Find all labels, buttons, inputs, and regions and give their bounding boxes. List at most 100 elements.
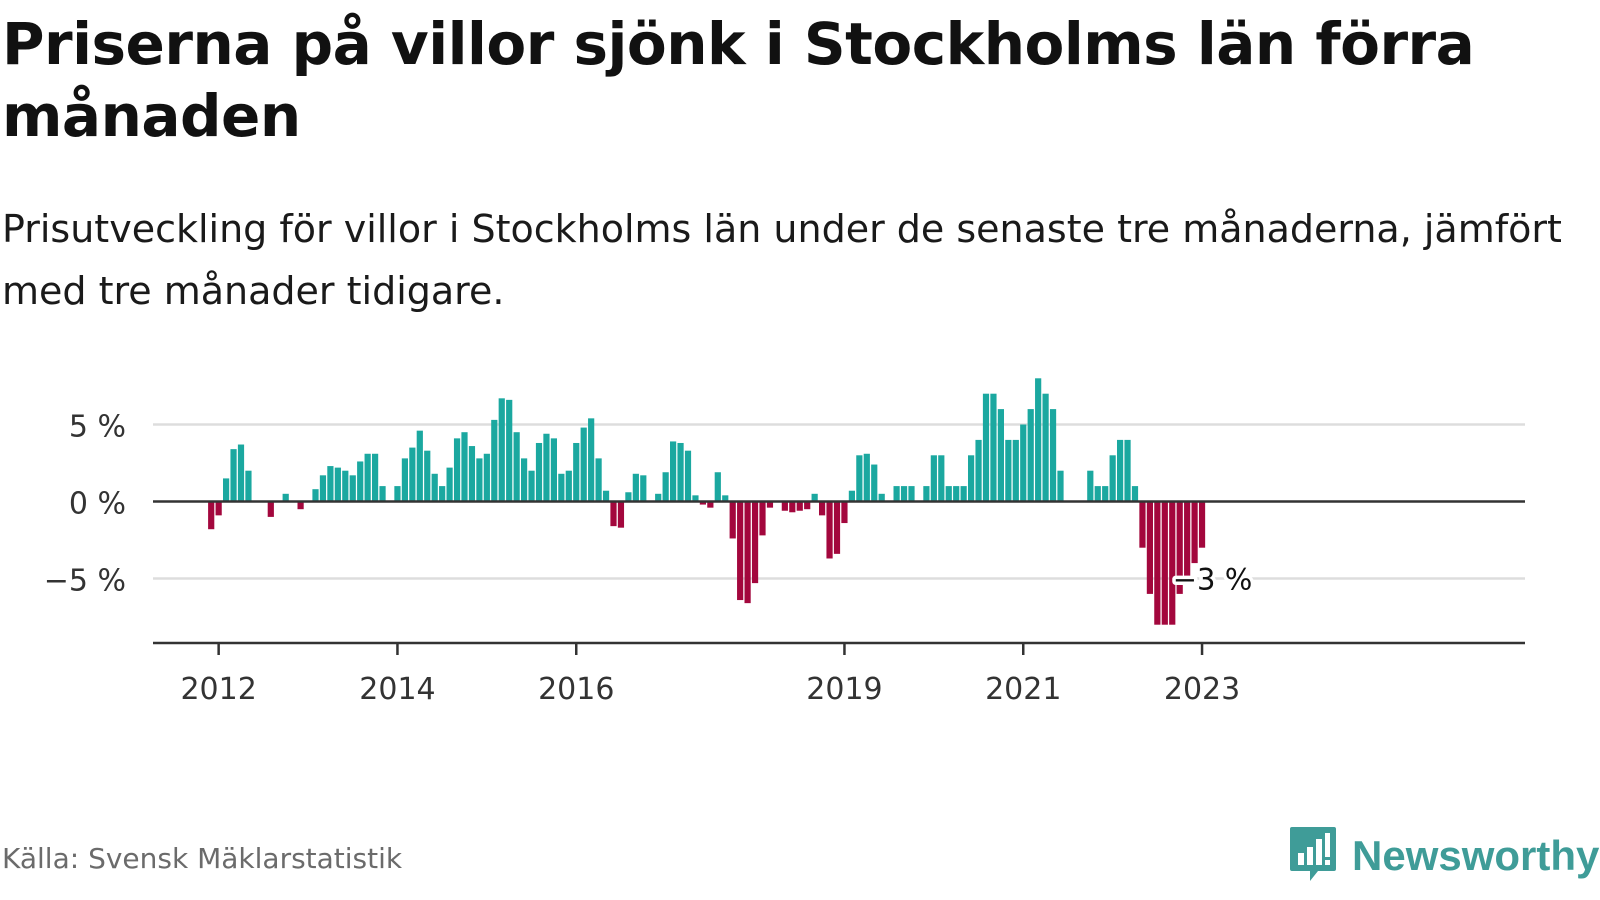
bar xyxy=(1124,439,1131,502)
bar xyxy=(714,472,721,502)
bar xyxy=(625,492,632,502)
bar xyxy=(1198,501,1206,548)
bar xyxy=(476,458,483,502)
bar xyxy=(446,467,453,502)
bar xyxy=(699,501,706,505)
bar xyxy=(602,490,610,502)
bar xyxy=(670,441,677,502)
bar xyxy=(439,486,446,502)
x-tick-label: 2021 xyxy=(985,672,1061,707)
bar xyxy=(997,409,1004,502)
bar xyxy=(610,501,617,527)
bar xyxy=(237,444,245,502)
bar xyxy=(364,453,371,502)
bar xyxy=(573,442,580,502)
x-tick-label: 2014 xyxy=(359,672,435,707)
bar xyxy=(1020,424,1027,502)
bar xyxy=(744,501,751,604)
bar xyxy=(655,493,662,502)
bar xyxy=(312,489,319,502)
bar xyxy=(968,455,975,502)
bar xyxy=(1184,501,1191,579)
bar xyxy=(975,439,982,502)
bar xyxy=(692,495,699,502)
bar xyxy=(223,478,230,502)
gridlines xyxy=(153,423,1525,580)
bar xyxy=(856,455,863,502)
bar xyxy=(319,475,327,502)
axis-labels: 5 % 0 % −5 % 2012 2014 2016 2019 2021 2023 −3 % xyxy=(44,410,1256,708)
bar xyxy=(833,501,841,554)
bar xyxy=(1169,501,1176,625)
bar xyxy=(1191,501,1198,564)
bar xyxy=(871,464,878,502)
bar xyxy=(558,473,565,502)
bar xyxy=(1161,501,1168,625)
bar xyxy=(409,447,416,502)
bar xyxy=(677,442,684,502)
bar xyxy=(580,427,587,502)
bar xyxy=(1146,501,1153,594)
y-tick-label: −5 % xyxy=(44,564,126,599)
x-tick-label: 2023 xyxy=(1164,672,1240,707)
bar xyxy=(796,501,803,511)
bar xyxy=(707,501,714,508)
bar xyxy=(498,398,505,502)
bar xyxy=(863,453,870,502)
bar xyxy=(826,501,833,559)
bar xyxy=(282,493,289,502)
bar xyxy=(1042,393,1049,502)
bar xyxy=(1139,501,1146,548)
bar xyxy=(431,473,438,502)
bar-chart: 5 % 0 % −5 % 2012 2014 2016 2019 2021 2023 −3 % xyxy=(44,378,1525,708)
last-value-label: −3 % xyxy=(1173,563,1253,597)
bar xyxy=(208,501,215,530)
bar xyxy=(1049,409,1057,502)
brand-logo[interactable]: Newsworthy xyxy=(1288,826,1599,886)
bar xyxy=(506,399,513,502)
bar xyxy=(1102,486,1109,502)
chart-subtitle: Prisutveckling för villor i Stockholms l… xyxy=(2,207,1562,313)
bar xyxy=(1154,501,1161,625)
bar xyxy=(722,495,729,502)
bar xyxy=(230,449,237,502)
bar xyxy=(1131,486,1139,502)
bar xyxy=(334,467,341,502)
bar xyxy=(848,490,855,502)
bar xyxy=(1035,378,1042,502)
bar xyxy=(737,501,744,601)
bar xyxy=(953,486,960,502)
bar xyxy=(424,450,431,502)
bar xyxy=(461,432,468,502)
bar xyxy=(1027,409,1034,502)
bar xyxy=(394,486,401,502)
bar xyxy=(945,486,952,502)
bar xyxy=(1109,455,1116,502)
bar xyxy=(841,501,848,524)
bar xyxy=(789,501,796,513)
bar xyxy=(930,455,937,502)
x-tick-label: 2019 xyxy=(806,672,882,707)
bar xyxy=(565,470,572,502)
chart-title: Priserna på villor sjönk i Stockholms lä… xyxy=(2,10,1475,150)
axes xyxy=(153,500,1525,655)
bar xyxy=(1057,470,1064,502)
bar xyxy=(1005,439,1012,502)
bar xyxy=(781,501,788,511)
bar xyxy=(640,475,647,502)
bar xyxy=(729,501,736,539)
bar xyxy=(521,458,528,502)
bar xyxy=(766,501,774,508)
bar xyxy=(245,470,252,502)
bar xyxy=(982,393,990,502)
bar xyxy=(878,493,885,502)
bar xyxy=(632,473,639,502)
bar xyxy=(543,433,550,502)
bar xyxy=(357,461,364,502)
bar xyxy=(401,458,408,502)
bar xyxy=(1176,501,1183,594)
bar xyxy=(349,475,356,502)
bar xyxy=(550,438,557,502)
bar xyxy=(327,466,334,502)
bar xyxy=(535,442,543,502)
